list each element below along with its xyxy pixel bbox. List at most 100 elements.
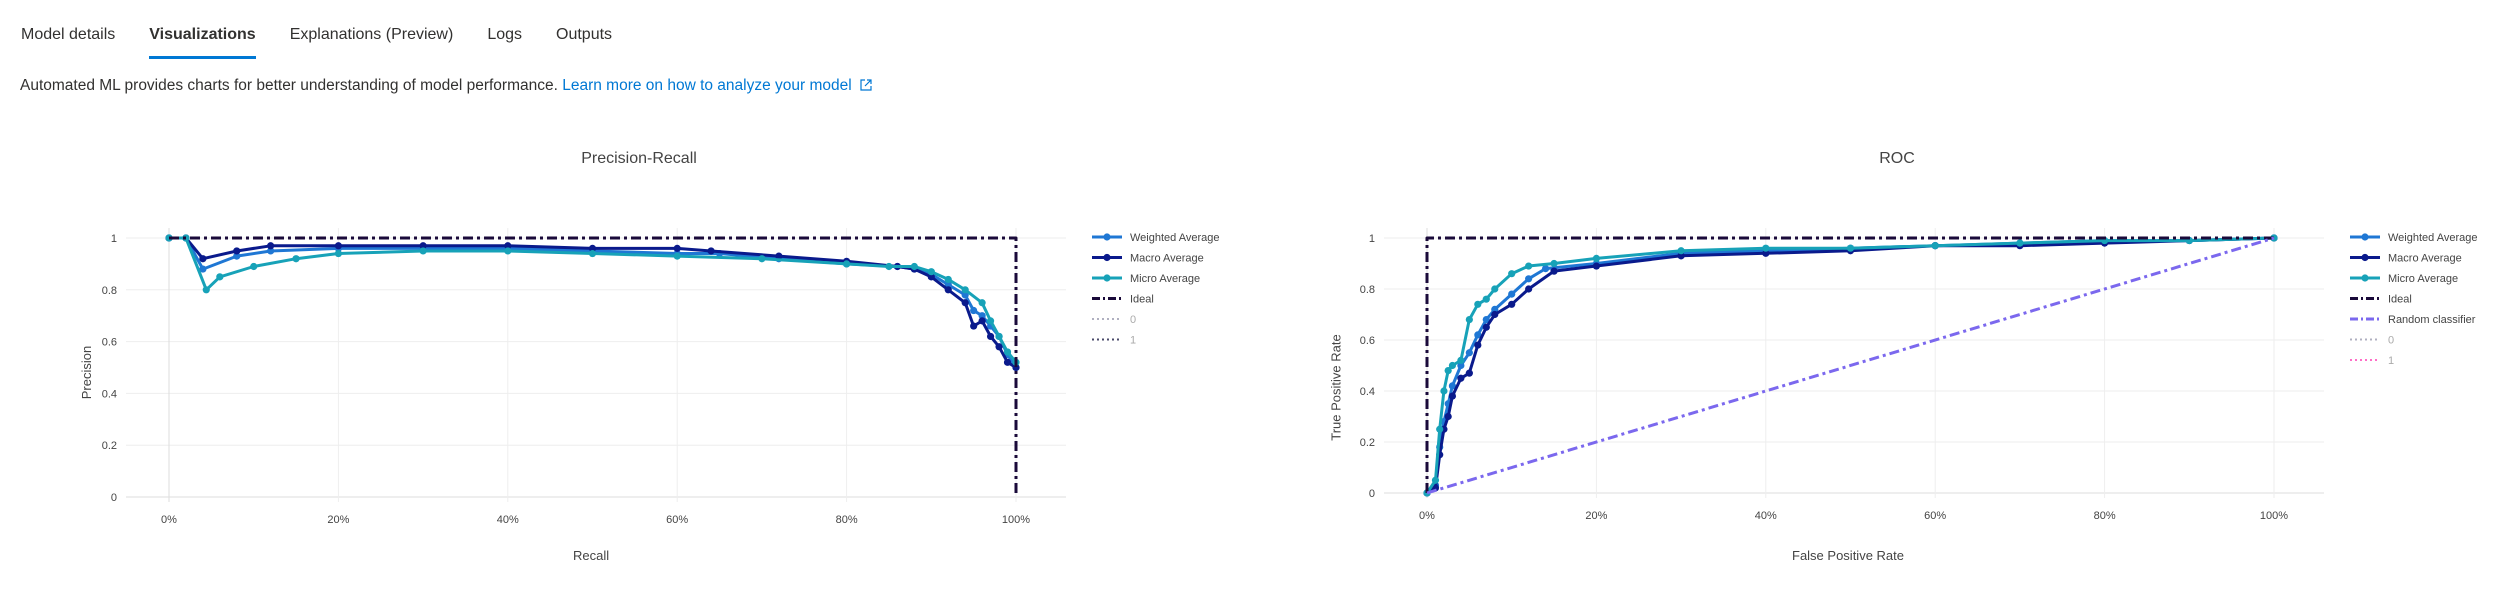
roc-x-tick-label: 40% xyxy=(1755,510,1777,522)
roc-y-tick-label: 0.6 xyxy=(1360,335,1375,347)
pr-micro-point xyxy=(202,286,210,294)
pr-x-tick-label: 40% xyxy=(497,514,519,526)
roc-y-tick-label: 0 xyxy=(1369,488,1375,500)
roc-macro-point xyxy=(1677,252,1685,260)
roc-weighted-point xyxy=(1525,275,1533,283)
roc-micro-point xyxy=(1931,242,1939,250)
roc-chart: 0 0.2 0.4 0.6 0.8 1 0% 20% 40% 60% 80% 100% Weighted… xyxy=(1360,228,2478,522)
roc-x-tick-label: 0% xyxy=(1419,510,1435,522)
tab-logs[interactable]: Logs xyxy=(487,26,523,43)
roc-legend-label-macro: Macro Average xyxy=(2388,253,2462,265)
pr-micro-point xyxy=(885,262,893,271)
pr-x-tick-label: 0% xyxy=(161,514,177,526)
tab-visualizations[interactable]: Visualizations xyxy=(149,26,257,62)
pr-weighted-point xyxy=(978,312,986,320)
roc-weighted-point xyxy=(1448,382,1457,390)
roc-y-tick-label: 0.4 xyxy=(1360,386,1375,398)
pr-micro-point xyxy=(995,332,1003,341)
pr-legend-label-macro: Macro Average xyxy=(1130,253,1204,265)
roc-series-ideal xyxy=(1425,236,2274,493)
roc-macro-point xyxy=(1592,262,1600,270)
pr-x-tick-label: 60% xyxy=(666,514,688,526)
pr-macro-point xyxy=(588,244,597,252)
roc-micro-point xyxy=(1482,295,1490,303)
pr-y-tick-label: 0.6 xyxy=(102,337,117,349)
pr-chart-title: Precision-Recall xyxy=(581,150,697,167)
roc-weighted-point xyxy=(1457,361,1465,370)
pr-legend-label-micro: Micro Average xyxy=(1130,273,1200,285)
roc-x-axis-title: False Positive Rate xyxy=(1792,548,1904,563)
pr-micro-point xyxy=(504,247,512,255)
roc-x-tick-label: 80% xyxy=(2094,510,2116,522)
roc-y-tick-label: 0.8 xyxy=(1360,284,1375,296)
pr-micro-point xyxy=(1003,348,1012,356)
tab-explanations[interactable]: Explanations (Preview) xyxy=(289,26,454,43)
pr-macro-point xyxy=(707,247,715,255)
roc-micro-point xyxy=(1762,244,1770,252)
pr-micro-point xyxy=(419,247,427,255)
roc-weighted-point xyxy=(1465,349,1473,357)
pr-micro-point xyxy=(216,273,224,281)
pr-macro-point xyxy=(673,244,681,252)
pr-x-tick-label: 100% xyxy=(1002,514,1030,526)
roc-micro-point xyxy=(1525,262,1533,270)
roc-macro-point xyxy=(1444,412,1452,421)
pr-macro-point xyxy=(986,332,995,341)
intro-line: Automated ML provides charts for better … xyxy=(20,77,872,95)
roc-micro-point xyxy=(1448,361,1457,370)
pr-micro-point xyxy=(978,299,986,307)
pr-macro-point xyxy=(419,242,427,250)
pr-y-tick-label: 0.2 xyxy=(102,440,117,452)
pr-micro-point xyxy=(250,262,258,271)
pr-legend-label-ideal: Ideal xyxy=(1130,294,1154,306)
learn-more-link[interactable]: Learn more on how to analyze your model xyxy=(562,77,872,94)
roc-macro-point xyxy=(1474,341,1482,349)
roc-legend-label-ideal: Ideal xyxy=(2388,294,2412,306)
pr-micro-point xyxy=(986,317,995,325)
pr-macro-point xyxy=(944,286,952,294)
roc-y-tick-label: 0.2 xyxy=(1360,437,1375,449)
roc-x-tick-label: 60% xyxy=(1924,510,1946,522)
pr-macro-point xyxy=(504,242,512,250)
roc-macro-point xyxy=(1448,392,1457,400)
roc-legend-label-class0: 0 xyxy=(2388,335,2394,347)
roc-legend-label-micro: Micro Average xyxy=(2388,273,2458,285)
pr-weighted-point xyxy=(970,306,978,315)
pr-micro-point xyxy=(292,255,300,263)
roc-micro-point xyxy=(1431,476,1440,484)
roc-legend-marker-macro xyxy=(2361,253,2369,262)
roc-legend-label-random: Random classifier xyxy=(2388,314,2476,326)
pr-macro-point xyxy=(927,273,935,281)
pr-x-axis-title: Recall xyxy=(573,548,610,563)
pr-micro-point xyxy=(910,262,918,271)
pr-weighted-point xyxy=(233,252,241,260)
pr-weighted-point xyxy=(267,247,275,255)
roc-micro-point xyxy=(1474,300,1482,308)
roc-x-tick-label: 100% xyxy=(2260,510,2288,522)
tab-outputs[interactable]: Outputs xyxy=(556,26,613,43)
pr-micro-point xyxy=(758,255,766,263)
pr-micro-point xyxy=(588,249,597,258)
pr-weighted-point xyxy=(944,281,952,289)
roc-micro-point xyxy=(1444,367,1452,375)
pr-macro-point xyxy=(995,343,1003,351)
pr-micro-point xyxy=(334,249,342,258)
tab-model-details[interactable]: Model details xyxy=(21,26,116,43)
roc-micro-point xyxy=(2016,239,2024,247)
roc-weighted-point xyxy=(1541,265,1550,273)
roc-x-tick-label: 20% xyxy=(1585,510,1607,522)
pr-macro-point xyxy=(978,317,986,325)
pr-macro-point xyxy=(1012,363,1020,372)
pr-y-tick-label: 1 xyxy=(111,233,117,245)
roc-weighted-point xyxy=(1491,305,1499,313)
pr-legend-label-class1_pr: 1 xyxy=(1130,335,1136,347)
roc-legend-marker-weighted xyxy=(2361,233,2369,241)
roc-macro-point xyxy=(1482,323,1490,331)
roc-micro-point xyxy=(1846,244,1855,252)
roc-micro-point xyxy=(1465,316,1473,324)
roc-micro-point xyxy=(1457,356,1465,364)
pr-macro-point xyxy=(199,255,207,263)
pr-weighted-point xyxy=(961,291,969,299)
pr-legend-marker-micro xyxy=(1103,274,1111,282)
